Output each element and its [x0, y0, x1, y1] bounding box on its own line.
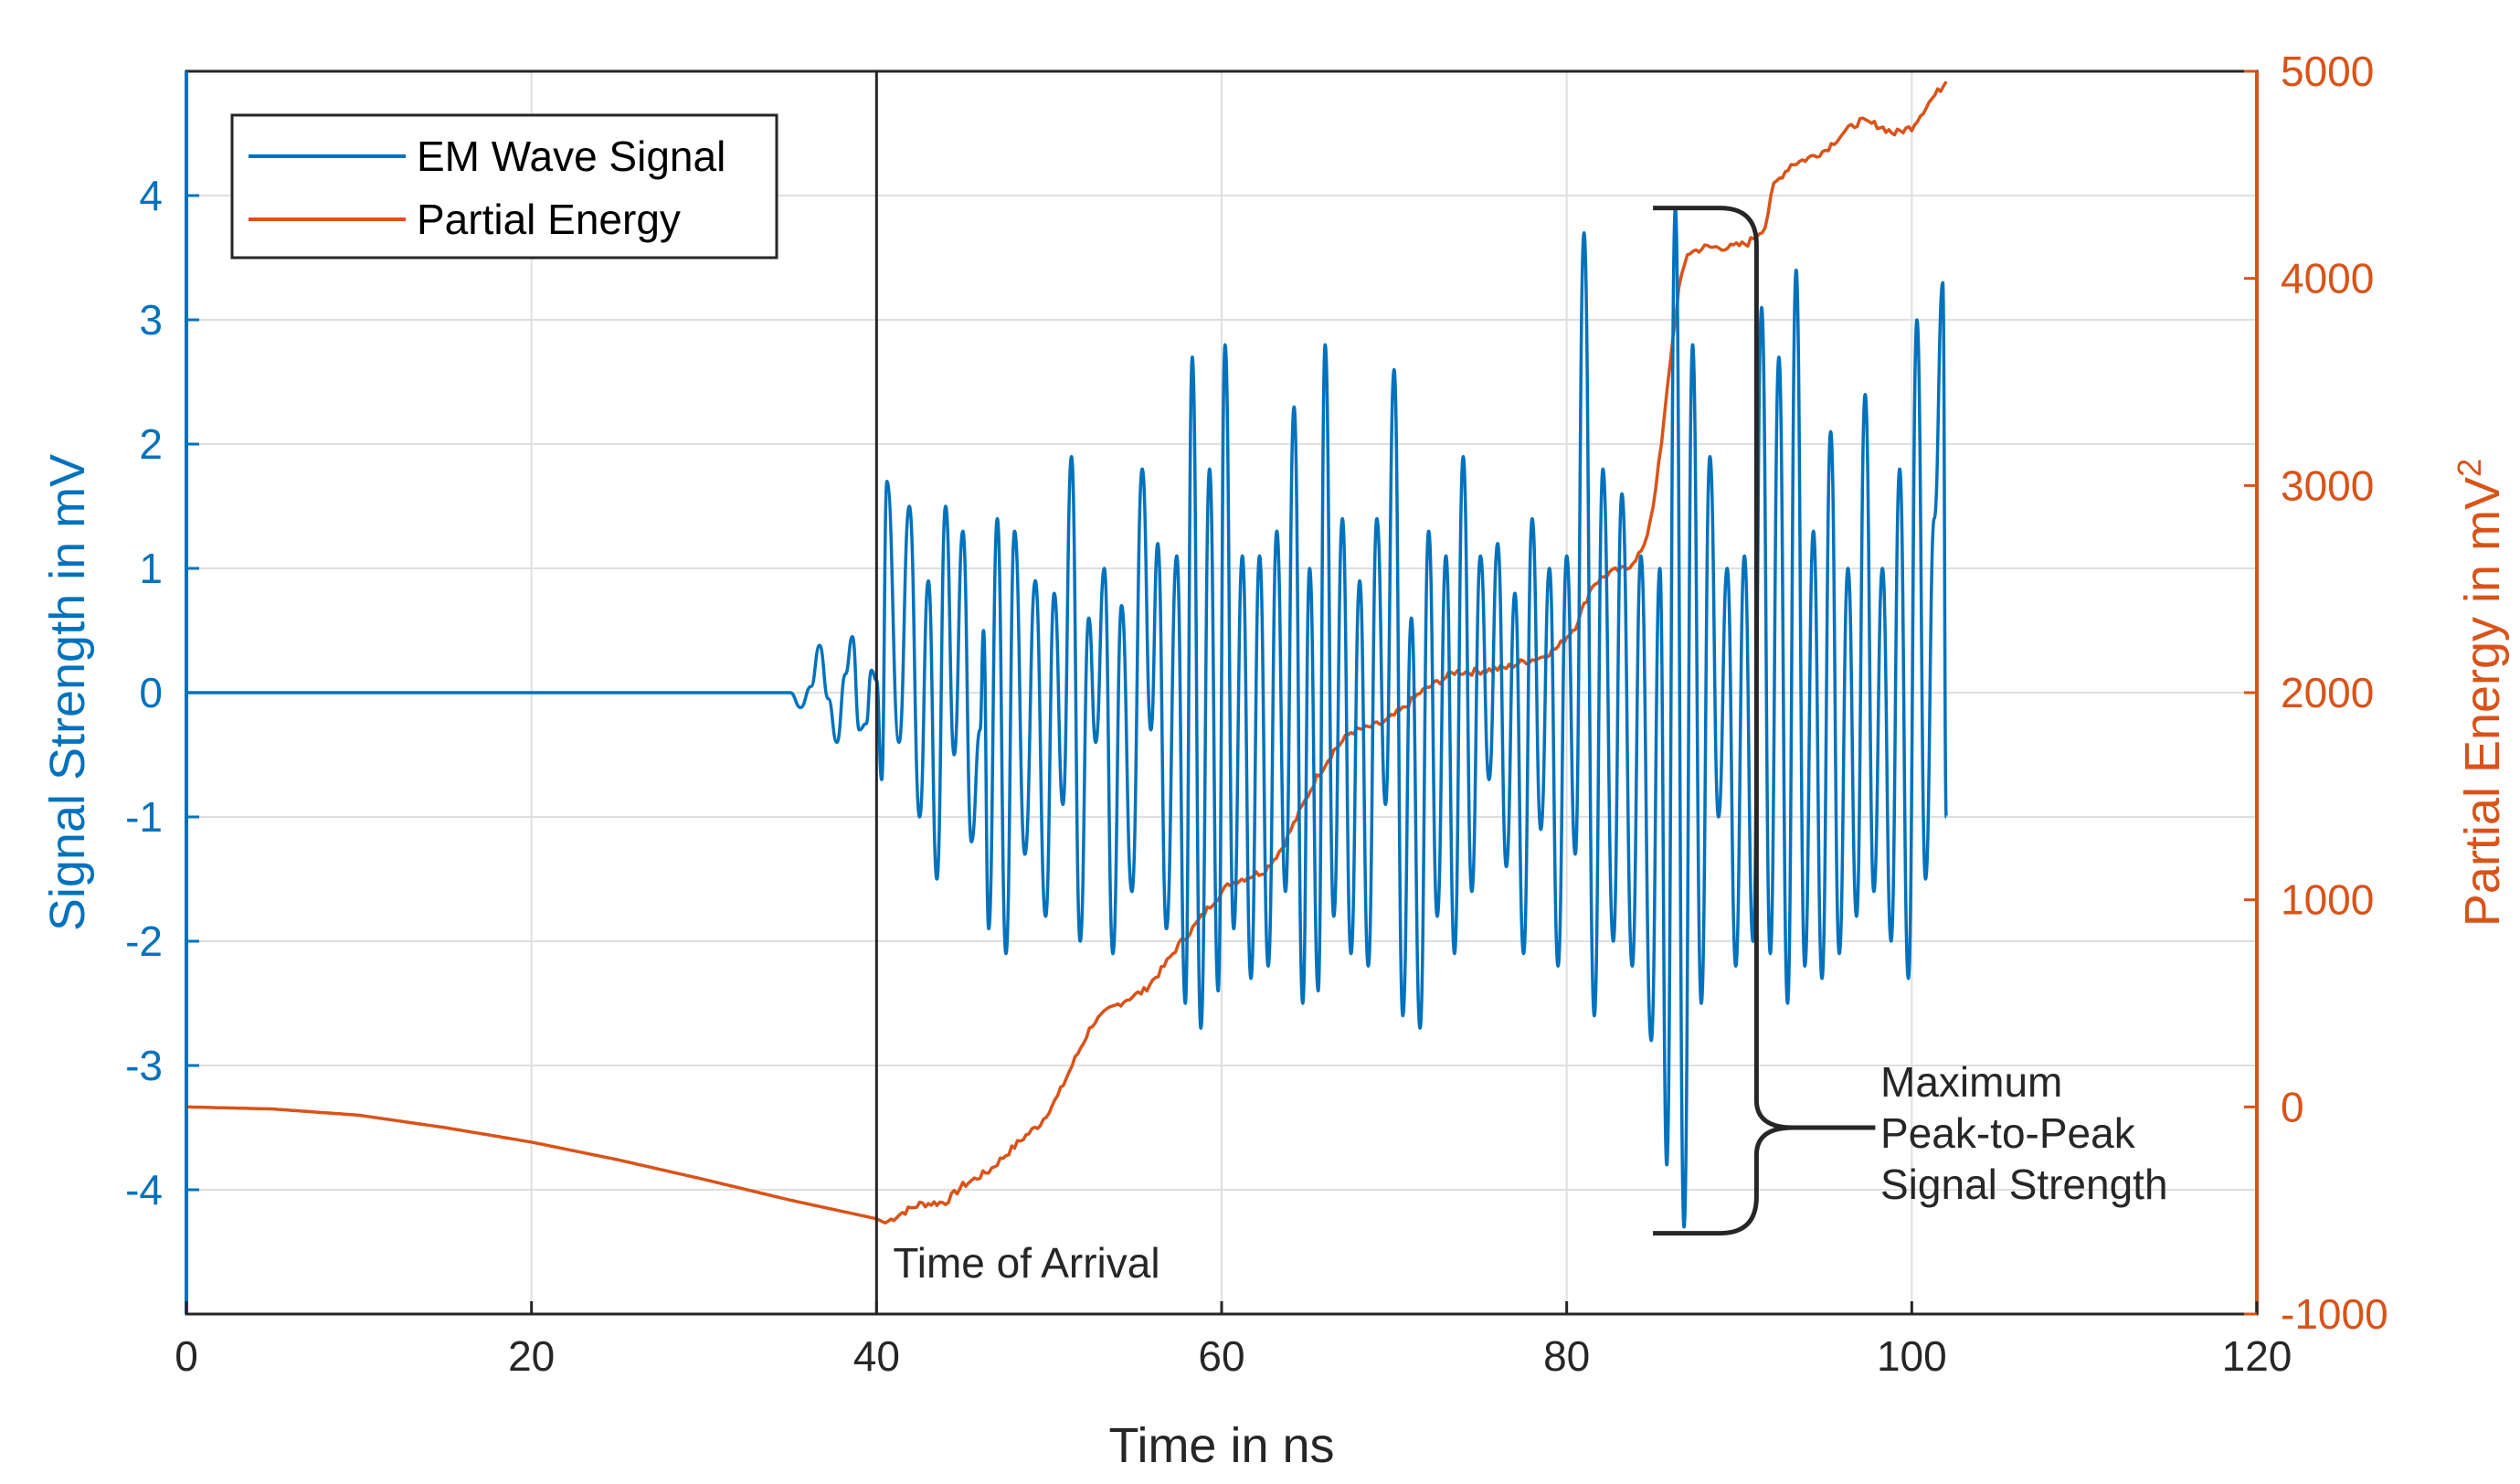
y-right-tick-label-4: 1000 [2281, 876, 2374, 924]
y-axis-label-right: Partial Energy in mV2 [2451, 459, 2510, 927]
y-left-tick-label-1: 3 [139, 296, 163, 344]
x-tick-label-4: 80 [1543, 1332, 1590, 1380]
time-of-arrival-label: Time of Arrival [893, 1239, 1159, 1287]
x-tick-label-5: 100 [1877, 1332, 1947, 1380]
series-em-wave-signal [185, 206, 1948, 1229]
x-tick-label-6: 120 [2222, 1332, 2292, 1380]
y-left-tick-label-0: 4 [139, 172, 163, 219]
y-left-tick-label-7: -3 [125, 1042, 163, 1089]
y-right-tick-label-2: 3000 [2281, 461, 2374, 509]
y-right-tick-label-5: 0 [2281, 1083, 2304, 1130]
y-right-tick-label-6: -1000 [2281, 1290, 2388, 1338]
legend-label-energy: Partial Energy [417, 196, 681, 243]
series-partial-energy [185, 80, 1948, 1225]
y-axis-label-right-base: Partial Energy in mV [2455, 477, 2510, 927]
peak-bracket-path [1653, 206, 1795, 1236]
ticks: 0 20 40 60 80 100 120 4 3 2 1 0 -1 -2 -3 -4 5000 4000 3000… [125, 48, 2388, 1380]
y-left-tick-label-4: 0 [139, 669, 163, 716]
y-right-tick-label-0: 5000 [2281, 48, 2374, 95]
peak-label-line-3: Signal Strength [1880, 1161, 2168, 1208]
y-right-tick-label-3: 2000 [2281, 669, 2374, 716]
energy-layer [185, 80, 1948, 1225]
y-axis-label-left: Signal Strength in mV [40, 454, 95, 931]
x-tick-label-0: 0 [175, 1332, 198, 1380]
x-tick-label-1: 20 [508, 1332, 555, 1380]
legend: EM Wave Signal Partial Energy [230, 113, 778, 260]
x-axis-label: Time in ns [1108, 1418, 1334, 1473]
legend-box [230, 113, 778, 260]
peak-label-line-1: Maximum [1880, 1058, 2062, 1106]
signal-layer [185, 206, 1948, 1229]
x-tick-label-3: 60 [1198, 1332, 1244, 1380]
y-left-tick-label-8: -4 [125, 1166, 163, 1214]
y-left-tick-label-5: -1 [125, 793, 163, 841]
y-axis-label-right-superscript: 2 [2451, 459, 2488, 477]
y-left-tick-label-6: -2 [125, 917, 163, 965]
peak-bracket [1653, 206, 1876, 1236]
y-left-tick-label-2: 2 [139, 420, 163, 468]
y-left-tick-label-3: 1 [139, 545, 163, 592]
legend-label-signal: EM Wave Signal [417, 132, 725, 180]
x-tick-label-2: 40 [853, 1332, 900, 1380]
peak-label-line-2: Peak-to-Peak [1880, 1109, 2136, 1157]
y-right-tick-label-1: 4000 [2281, 255, 2374, 302]
